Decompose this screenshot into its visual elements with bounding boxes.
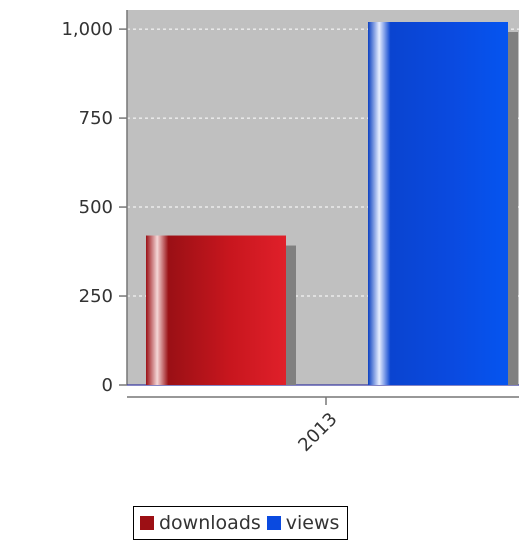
y-tick-label: 750: [79, 108, 113, 129]
y-axis-ticks: 0 250 500 750 1,000: [61, 19, 127, 396]
y-tick-label: 0: [102, 375, 113, 396]
legend-swatch-downloads: [140, 516, 154, 530]
bars: [146, 22, 518, 385]
bar-shadow-views: [508, 32, 518, 385]
legend-label-downloads: downloads: [159, 512, 261, 534]
y-tick-label: 500: [79, 197, 113, 218]
y-tick-label: 1,000: [61, 19, 113, 40]
x-axis-ticks: 2013: [294, 397, 342, 456]
bar-shadow-downloads: [286, 245, 296, 385]
x-tick-label: 2013: [294, 409, 341, 456]
y-tick-label: 250: [79, 286, 113, 307]
legend-label-views: views: [285, 512, 340, 534]
legend-item-views: views: [266, 512, 340, 534]
bar-chart: 0 250 500 750 1,000 2013: [61, 10, 519, 456]
legend-item-downloads: downloads: [140, 512, 261, 534]
legend: downloads views: [133, 506, 349, 540]
legend-swatch-views: [266, 516, 281, 530]
bar-views: [368, 22, 508, 385]
bar-downloads: [146, 235, 286, 385]
